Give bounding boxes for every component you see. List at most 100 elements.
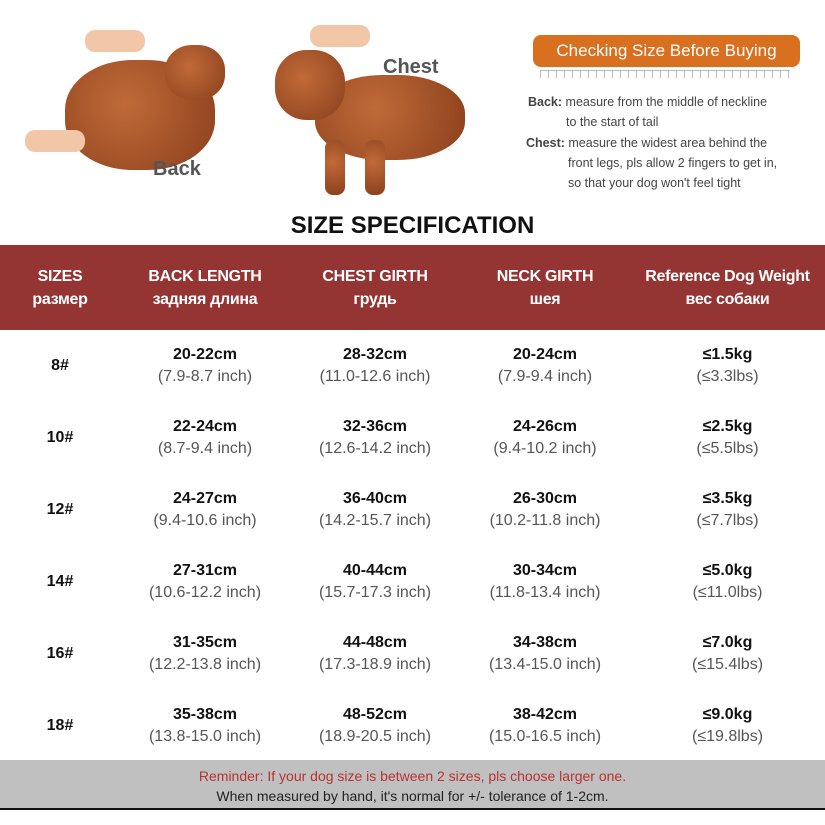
back-imperial: (10.6-12.2 inch) xyxy=(148,584,262,601)
neck-imperial: (11.8-13.4 inch) xyxy=(489,584,601,601)
weight-cell: ≤9.0kg (≤19.8lbs) xyxy=(630,704,825,748)
back-imperial: (9.4-10.6 inch) xyxy=(153,512,257,529)
weight-metric: ≤7.0kg xyxy=(702,634,753,651)
back-cell: 35-38cm (13.8-15.0 inch) xyxy=(120,704,290,748)
dog-chest-measure-photo: Chest xyxy=(265,20,475,200)
back-metric: 31-35cm xyxy=(172,634,238,651)
back-cell: 31-35cm (12.2-13.8 inch) xyxy=(120,632,290,676)
back-imperial: (8.7-9.4 inch) xyxy=(157,440,253,457)
size-cell: 12# xyxy=(46,501,74,518)
table-header: SIZES размер BACK LENGTH задняя длина CHES… xyxy=(0,245,825,330)
chest-metric: 40-44cm xyxy=(342,562,408,579)
chest-imperial: (14.2-15.7 inch) xyxy=(318,512,432,529)
table-row: 16# 31-35cm (12.2-13.8 inch) 44-48cm (17.3-1… xyxy=(0,618,825,690)
neck-cell: 38-42cm (15.0-16.5 inch) xyxy=(460,704,630,748)
weight-metric: ≤9.0kg xyxy=(702,706,753,723)
neck-metric: 26-30cm xyxy=(512,490,578,507)
back-imperial: (7.9-8.7 inch) xyxy=(157,368,253,385)
table-row: 10# 22-24cm (8.7-9.4 inch) 32-36cm (12.6-14.… xyxy=(0,402,825,474)
weight-metric: ≤5.0kg xyxy=(702,562,753,579)
weight-cell: ≤5.0kg (≤11.0lbs) xyxy=(630,560,825,604)
neck-metric: 34-38cm xyxy=(512,634,578,651)
neck-metric: 38-42cm xyxy=(512,706,578,723)
chest-metric: 28-32cm xyxy=(342,346,408,363)
chest-cell: 40-44cm (15.7-17.3 inch) xyxy=(290,560,460,604)
chest-imperial: (15.7-17.3 inch) xyxy=(318,584,432,601)
table-row: 12# 24-27cm (9.4-10.6 inch) 36-40cm (14.2-15… xyxy=(0,474,825,546)
chest-imperial: (17.3-18.9 inch) xyxy=(318,656,432,673)
chest-term: Chest: xyxy=(526,136,565,150)
header-back-length: BACK LENGTH задняя длина xyxy=(148,267,262,308)
neck-imperial: (15.0-16.5 inch) xyxy=(488,728,602,745)
chest-instruction: Chest: measure the widest area behind th… xyxy=(526,133,777,193)
header-neck-girth: NECK GIRTH шея xyxy=(496,267,594,308)
header-chest-girth: CHEST GIRTH грудь xyxy=(322,267,428,308)
header-sizes: SIZES размер xyxy=(32,267,88,308)
back-cell: 27-31cm (10.6-12.2 inch) xyxy=(120,560,290,604)
table-row: 14# 27-31cm (10.6-12.2 inch) 40-44cm (15.7-1… xyxy=(0,546,825,618)
weight-metric: ≤2.5kg xyxy=(702,418,753,435)
weight-imperial: (≤5.5lbs) xyxy=(696,440,759,457)
back-metric: 35-38cm xyxy=(172,706,238,723)
footer-note: Reminder: If your dog size is between 2 … xyxy=(0,760,825,810)
chest-imperial: (11.0-12.6 inch) xyxy=(319,368,431,385)
chest-text: measure the widest area behind the xyxy=(568,136,768,150)
back-metric: 27-31cm xyxy=(172,562,238,579)
weight-imperial: (≤19.8lbs) xyxy=(691,728,764,745)
table-row: 18# 35-38cm (13.8-15.0 inch) 48-52cm (18.9-2… xyxy=(0,690,825,762)
neck-metric: 20-24cm xyxy=(512,346,578,363)
neck-cell: 30-34cm (11.8-13.4 inch) xyxy=(460,560,630,604)
weight-cell: ≤1.5kg (≤3.3lbs) xyxy=(630,344,825,388)
weight-cell: ≤2.5kg (≤5.5lbs) xyxy=(630,416,825,460)
neck-imperial: (7.9-9.4 inch) xyxy=(497,368,593,385)
size-table-body: 8# 20-22cm (7.9-8.7 inch) 28-32cm (11.0-12.6… xyxy=(0,330,825,762)
weight-cell: ≤3.5kg (≤7.7lbs) xyxy=(630,488,825,532)
back-term: Back: xyxy=(528,95,563,109)
size-cell: 14# xyxy=(46,573,74,590)
neck-imperial: (9.4-10.2 inch) xyxy=(493,440,597,457)
neck-imperial: (10.2-11.8 inch) xyxy=(489,512,601,529)
back-metric: 24-27cm xyxy=(172,490,238,507)
header-weight: Reference Dog Weight вес собаки xyxy=(645,267,810,308)
back-label: Back xyxy=(153,158,201,180)
chest-imperial: (18.9-20.5 inch) xyxy=(318,728,432,745)
neck-imperial: (13.4-15.0 inch) xyxy=(488,656,602,673)
weight-metric: ≤1.5kg xyxy=(702,346,753,363)
chest-text: front legs, pls allow 2 fingers to get i… xyxy=(568,156,778,170)
neck-metric: 30-34cm xyxy=(512,562,578,579)
back-imperial: (13.8-15.0 inch) xyxy=(148,728,262,745)
page-title: SIZE SPECIFICATION xyxy=(290,212,535,239)
weight-imperial: (≤15.4lbs) xyxy=(691,656,764,673)
back-text: to the start of tail xyxy=(566,115,659,129)
chest-cell: 32-36cm (12.6-14.2 inch) xyxy=(290,416,460,460)
back-text: measure from the middle of neckline xyxy=(565,95,768,109)
neck-metric: 24-26cm xyxy=(512,418,578,435)
tolerance-text: When measured by hand, it's normal for +… xyxy=(216,788,609,804)
chest-metric: 44-48cm xyxy=(342,634,408,651)
chest-cell: 28-32cm (11.0-12.6 inch) xyxy=(290,344,460,388)
checking-size-banner: Checking Size Before Buying xyxy=(533,35,800,67)
chest-cell: 36-40cm (14.2-15.7 inch) xyxy=(290,488,460,532)
back-instruction: Back: measure from the middle of necklin… xyxy=(528,92,767,132)
back-metric: 20-22cm xyxy=(172,346,238,363)
back-cell: 20-22cm (7.9-8.7 inch) xyxy=(120,344,290,388)
ruler-graphic xyxy=(540,70,790,78)
weight-metric: ≤3.5kg xyxy=(702,490,753,507)
neck-cell: 26-30cm (10.2-11.8 inch) xyxy=(460,488,630,532)
chest-metric: 32-36cm xyxy=(342,418,408,435)
weight-imperial: (≤3.3lbs) xyxy=(696,368,759,385)
size-cell: 16# xyxy=(46,645,74,662)
neck-cell: 34-38cm (13.4-15.0 inch) xyxy=(460,632,630,676)
size-cell: 8# xyxy=(51,357,69,374)
back-imperial: (12.2-13.8 inch) xyxy=(148,656,262,673)
back-cell: 24-27cm (9.4-10.6 inch) xyxy=(120,488,290,532)
weight-imperial: (≤11.0lbs) xyxy=(692,584,763,601)
size-cell: 10# xyxy=(46,429,74,446)
weight-imperial: (≤7.7lbs) xyxy=(696,512,759,529)
size-cell: 18# xyxy=(46,717,74,734)
back-metric: 22-24cm xyxy=(172,418,238,435)
chest-imperial: (12.6-14.2 inch) xyxy=(318,440,432,457)
weight-cell: ≤7.0kg (≤15.4lbs) xyxy=(630,632,825,676)
reminder-text: Reminder: If your dog size is between 2 … xyxy=(198,768,627,784)
chest-text: so that your dog won't feel tight xyxy=(568,176,741,190)
